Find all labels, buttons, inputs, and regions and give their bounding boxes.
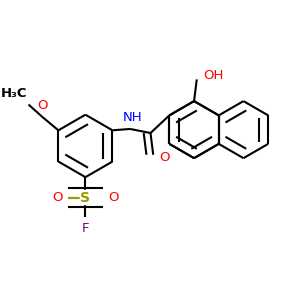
Text: O: O bbox=[159, 151, 170, 164]
Text: O: O bbox=[52, 191, 62, 204]
Text: H₃C: H₃C bbox=[1, 87, 27, 100]
Text: S: S bbox=[80, 190, 90, 205]
Text: O: O bbox=[37, 99, 47, 112]
Text: O: O bbox=[109, 191, 119, 204]
Text: NH: NH bbox=[122, 110, 142, 124]
Text: OH: OH bbox=[204, 69, 224, 82]
Text: F: F bbox=[82, 222, 89, 235]
